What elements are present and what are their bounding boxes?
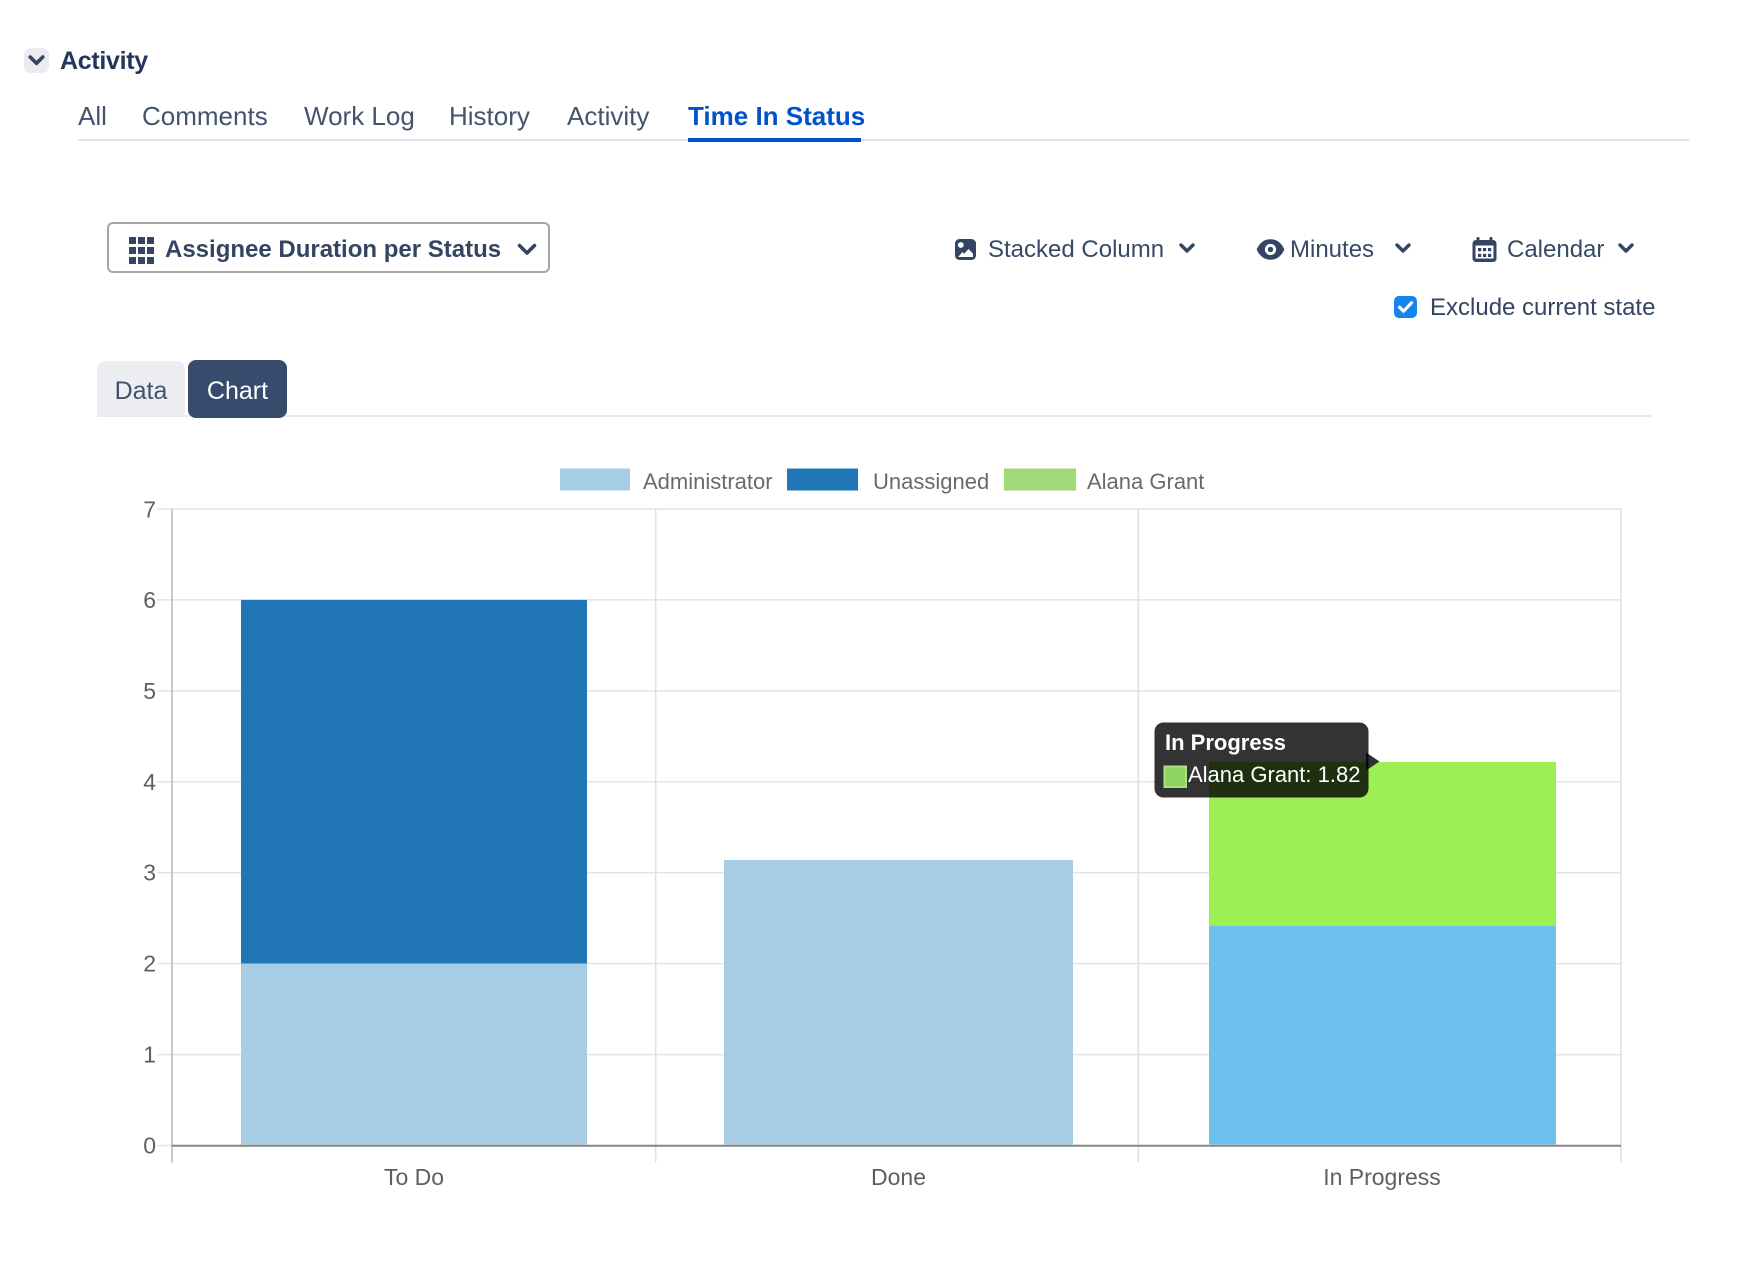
svg-text:In Progress: In Progress (1165, 730, 1286, 755)
svg-text:7: 7 (143, 497, 156, 523)
svg-text:4: 4 (143, 769, 156, 795)
svg-text:Unassigned: Unassigned (873, 469, 989, 494)
svg-text:3: 3 (143, 860, 156, 886)
svg-text:5: 5 (143, 678, 156, 704)
svg-text:Alana Grant: 1.82: Alana Grant: 1.82 (1188, 762, 1360, 787)
svg-text:In Progress: In Progress (1323, 1164, 1441, 1190)
svg-text:0: 0 (143, 1133, 156, 1159)
svg-text:2: 2 (143, 951, 156, 977)
svg-text:1: 1 (143, 1042, 156, 1068)
svg-text:Alana Grant: Alana Grant (1087, 469, 1204, 494)
svg-text:6: 6 (143, 587, 156, 613)
svg-text:To Do: To Do (384, 1164, 444, 1190)
svg-text:Done: Done (871, 1164, 926, 1190)
svg-text:Administrator: Administrator (643, 469, 773, 494)
